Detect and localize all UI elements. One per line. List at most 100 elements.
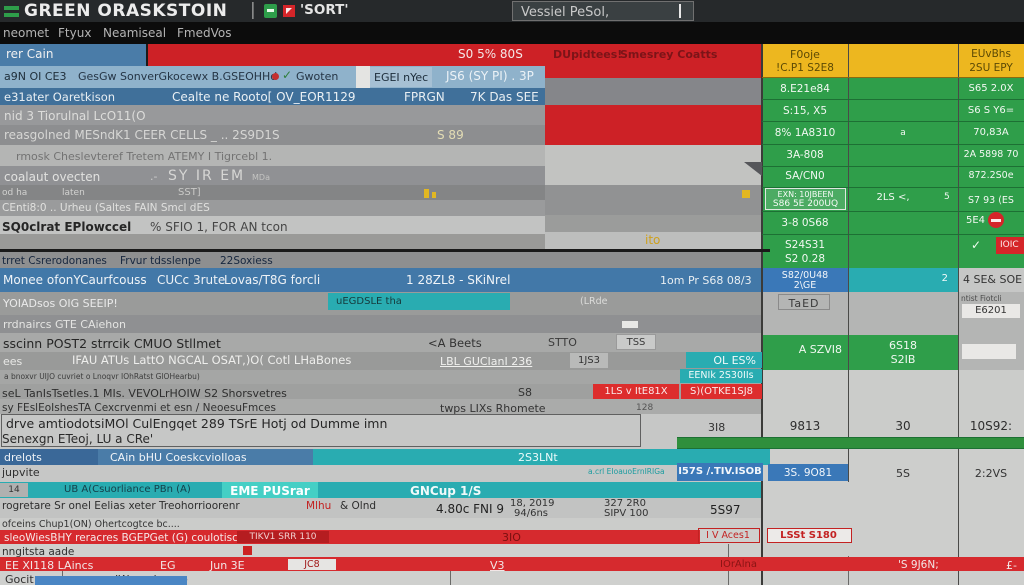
sort-button[interactable]: 'SORT' <box>300 2 349 18</box>
panel-header-c1-line2: !C.P1 S2E8 <box>776 62 834 74</box>
search-input[interactable]: Vessiel PeSol, <box>512 1 694 21</box>
red-ioic-label: IOIC <box>1000 240 1019 250</box>
red-square-marker <box>243 546 252 555</box>
panel-m1-cell: 3S. 9O81 <box>768 464 848 481</box>
panel-m3: 2:2VS <box>974 467 1008 480</box>
row-28-e: V3 <box>490 559 505 572</box>
row-23-num-cell: 14 <box>0 483 28 497</box>
row-20-c: 3I8 <box>708 421 726 434</box>
green-row-line-1 <box>762 99 1024 100</box>
row-08-a: od ha <box>2 188 28 198</box>
row-26-tikv-cell: TIKV1 SRR 110 <box>237 531 329 543</box>
row-17-b: EENIk 2S30IIs <box>688 370 754 381</box>
row-07-label: coalaut ovecten <box>4 170 101 184</box>
panel-b2c1-cell: TaED <box>778 294 830 310</box>
green-cell-g8c1-line2: S2 0.28 <box>784 253 826 265</box>
row-04-strip <box>0 105 545 125</box>
green-cell-g2c3: S6 S Y6= <box>967 105 1015 116</box>
yellow-marker-1b <box>432 192 436 198</box>
panel-header-c3-line1: EUvBhs <box>971 48 1011 60</box>
no-entry-icon <box>988 212 1004 228</box>
row-25-strip <box>0 518 762 530</box>
panel-n3: 10S92: <box>969 419 1013 433</box>
row-24-f2: SIPV 100 <box>604 508 649 519</box>
row-19-a: sy FEslEoIshesTA Cexcrvenmi et esn / Neo… <box>2 402 276 414</box>
green-equals-icon <box>4 13 19 17</box>
row-15-strip <box>0 333 762 352</box>
green-highlight-box: EXN: 10JBEEN S86 5E 200UQ <box>765 188 846 210</box>
row-12-e: 1om Pr S68 08/3 <box>660 274 752 287</box>
green-cell-g3c2: a <box>900 128 906 138</box>
yellow-marker-2 <box>742 190 750 198</box>
green-cell-g3c3: 70,83A <box>973 127 1009 138</box>
row-28-d: JC8 <box>304 559 320 570</box>
row-12-a: Monee ofonYCaurfcouss <box>3 273 147 287</box>
green-cell-g6c2b: 5 <box>944 192 950 202</box>
row-12-d: 1 28ZL8 - SKiNrel <box>406 273 511 287</box>
green-cell-g4c1: 3A-808 <box>786 149 824 161</box>
row-01-label: rer Cain <box>6 47 54 61</box>
row-18-b: S8 <box>518 386 532 399</box>
row-07-strip <box>0 166 545 185</box>
row-21-a: drelots <box>4 451 42 464</box>
panel-b3c2-line1: 6S18 <box>889 339 917 352</box>
row-15-b: <A Beets <box>428 336 482 350</box>
row-24-c: & Olnd <box>340 500 377 512</box>
row-01-label-cell: rer Cain <box>0 44 148 66</box>
red-flag-icon-mark <box>286 8 292 14</box>
row-21-teal-bar: 2S3LNt <box>313 449 770 465</box>
row-28-b: EG <box>160 559 176 572</box>
menu-item-neamiseal[interactable]: Neamiseal <box>103 26 167 40</box>
green-cell-g6c1-line2: S86 5E 200UQ <box>772 199 839 209</box>
panel-b1c2: 2 <box>941 273 948 284</box>
menu-item-ftyux[interactable]: Ftyux <box>58 26 92 40</box>
row-23-bright-cell: EME PUSrar <box>222 482 318 498</box>
row-11-b: Frvur tdsslenpe <box>120 255 201 267</box>
row-16-teal-cell: OL ES% <box>686 352 762 368</box>
row-06-strip <box>0 145 545 166</box>
green-progress-bar <box>677 437 1024 449</box>
dark-wedge <box>744 162 762 176</box>
row-21-b: CAin bHU CoeskcvioIloas <box>110 451 247 464</box>
green-cell-g1c3: S65 2.0X <box>968 83 1014 94</box>
menu-item-fmedvos[interactable]: FmedVos <box>177 26 232 40</box>
row-10-label: SQ0clrat EPlowccel <box>2 220 132 234</box>
panel-header-c3-line2: 2SU EPY <box>969 62 1013 74</box>
green-cell-g1c1: 8.E21e84 <box>780 83 830 95</box>
row-23-b: EME PUSrar <box>230 484 310 498</box>
col-header-1: DUpidtees! <box>553 48 623 61</box>
row-10-value: % SFIO 1, FOR AN tcon <box>150 220 288 234</box>
row-01-strip <box>0 44 762 66</box>
white-marker-cell <box>356 66 370 88</box>
row-06-label: rmosk Cheslevteref Tretem ATEMY I Tigrce… <box>16 150 273 163</box>
row-26-a: sleoWiesBHY reracres BGEPGet (G) couloti… <box>4 532 255 544</box>
row-08-c: SST] <box>178 187 201 198</box>
menu-item-neomet[interactable]: neomet <box>3 26 50 40</box>
row-28-g: 'S 9J6N; <box>898 559 939 571</box>
section-divider-bar <box>0 249 770 252</box>
row-28-h: £- <box>1006 559 1017 572</box>
row-26-aces-cell: I V Aces1 <box>698 528 760 543</box>
row-15-c: STTO <box>548 336 577 349</box>
green-cell-g7c3: 5E4 <box>966 215 986 226</box>
mid-band-gray-2 <box>545 185 762 215</box>
red-ioic-cell: IOIC <box>996 237 1024 254</box>
row-05-strip <box>0 125 545 145</box>
row-10-strip <box>0 216 545 234</box>
row-11-strip <box>0 252 762 268</box>
panel-b1c3: 4 SE& SOE <box>963 273 1023 286</box>
row-03-strip <box>0 88 545 105</box>
menubar <box>0 22 1024 44</box>
row-28-a: EE XI118 LAincs <box>5 559 94 572</box>
row-28-jc8-cell: JC8 <box>288 559 336 570</box>
panel-teal-cell <box>848 268 958 292</box>
green-cell-g5c1: SA/CN0 <box>785 170 825 182</box>
row-03-col2: 7K Das SEE <box>470 90 539 104</box>
row-24-a: rogretare Sr onel Eelias xeter Treohorri… <box>2 500 240 512</box>
green-check-mark: ✓ <box>971 238 982 252</box>
row-20-a: drve amtiodotsiMOl CulEngqet 289 TSrE Ho… <box>6 416 388 431</box>
panel-b1c1-line2: 2\GE <box>793 280 817 291</box>
yellow-bottom-line <box>762 77 1024 78</box>
panel-m1: 3S. 9O81 <box>783 467 833 479</box>
footer-divider-2 <box>450 571 451 585</box>
